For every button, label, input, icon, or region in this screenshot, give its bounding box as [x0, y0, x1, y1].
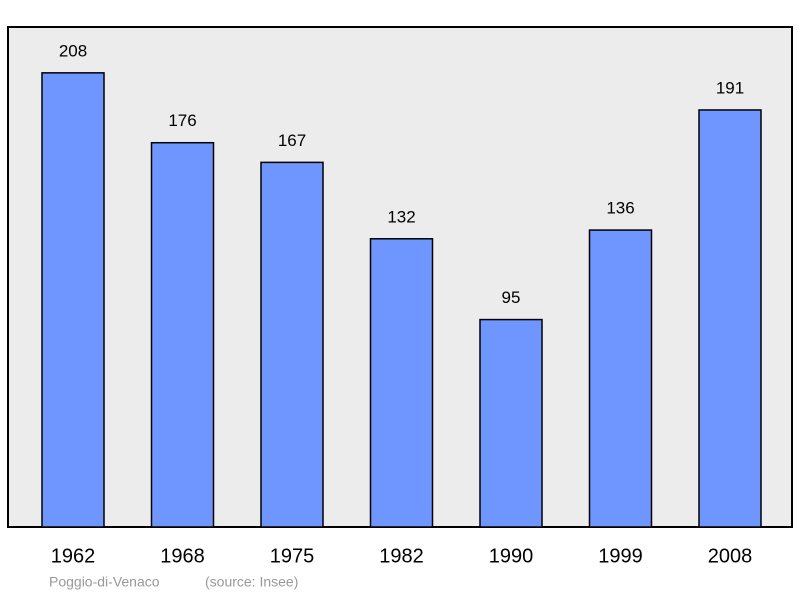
value-label: 132 — [387, 207, 415, 226]
x-tick-label: 1968 — [160, 545, 205, 567]
bar — [260, 161, 324, 528]
value-label: 95 — [502, 288, 521, 307]
value-label: 167 — [278, 131, 306, 150]
bar — [150, 141, 215, 528]
value-label: 208 — [59, 41, 87, 60]
bar — [41, 72, 105, 528]
x-tick-label: 2008 — [708, 545, 753, 567]
bar — [369, 238, 434, 528]
value-label: 176 — [168, 111, 196, 130]
x-tick-label: 1990 — [489, 545, 534, 567]
bar — [588, 229, 653, 528]
value-label: 191 — [716, 78, 744, 97]
x-tick-label: 1962 — [51, 545, 96, 567]
x-tick-label: 1999 — [598, 545, 643, 567]
x-tick-label: 1975 — [270, 545, 315, 567]
bar — [698, 109, 762, 528]
chart-title: Poggio-di-Venaco — [49, 574, 160, 590]
x-tick-label: 1982 — [379, 545, 424, 567]
bar — [479, 318, 543, 528]
source-note: (source: Insee) — [205, 574, 298, 590]
value-label: 136 — [606, 199, 634, 218]
